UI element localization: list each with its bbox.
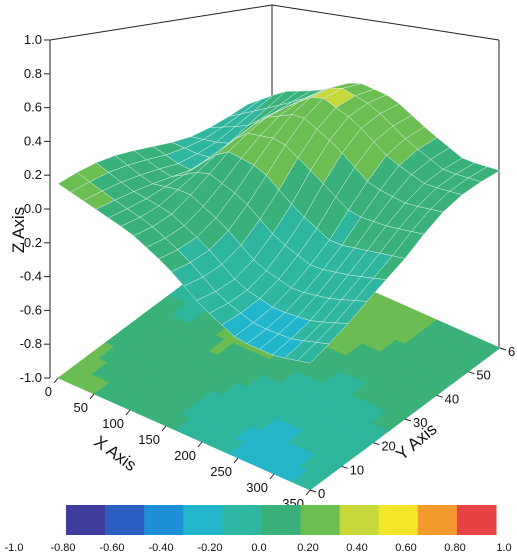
z-tick-label: 1.0 [24, 32, 42, 47]
z-tick-label: -0.2 [20, 235, 42, 250]
y-tick-mark [341, 465, 348, 469]
z-tick-label: 0.8 [24, 66, 42, 81]
colorbar-tick-label: 0.60 [395, 542, 416, 554]
x-tick-mark [161, 425, 167, 432]
colorbar-tick-label: -1.0 [5, 542, 24, 554]
surface-mesh [57, 82, 501, 364]
x-tick-mark [53, 377, 59, 384]
x-tick-label: 200 [174, 448, 196, 463]
z-tick-label: -0.8 [20, 336, 42, 351]
colorbar-segment [456, 505, 497, 535]
z-tick-label: 0.0 [24, 201, 42, 216]
surface-patch [296, 342, 330, 364]
colorbar-tick-label: 0.20 [297, 542, 318, 554]
colorbar-segment [300, 505, 341, 535]
x-tick-mark [89, 393, 95, 400]
y-tick-label: 0 [318, 486, 325, 501]
y-tick-label: 50 [476, 368, 490, 383]
y-tick-label: 6 [508, 344, 515, 359]
colorbar-tick-label: -0.60 [99, 542, 124, 554]
x-tick-label: 100 [102, 416, 124, 431]
y-tick-mark [404, 418, 412, 422]
y-tick-mark [436, 394, 443, 398]
z-tick-label: -0.6 [20, 302, 42, 317]
y-tick-mark [309, 489, 317, 493]
colorbar-segment [378, 505, 419, 535]
y-axis-ticks: 0 10 20 30 40 50 6 [309, 344, 515, 501]
y-tick-mark [373, 442, 380, 446]
y-tick-label: 20 [381, 439, 395, 454]
colorbar-tick-label: 0.0 [251, 542, 266, 554]
z-tick-label: 0.4 [24, 133, 42, 148]
z-tick-label: 0.6 [24, 100, 42, 115]
x-tick-mark [197, 441, 203, 448]
y-tick-label: 40 [445, 391, 459, 406]
colorbar-tick-label: -0.40 [148, 542, 173, 554]
colorbar [66, 505, 497, 535]
z-axis-title: Z Axis [9, 207, 28, 253]
colorbar-tick-label: 0.40 [346, 542, 367, 554]
z-axis-ticks: -1.0 -0.8 -0.6 -0.4 -0.2 0.0 0.2 0.4 0.6 0.8 1.0 [20, 32, 50, 385]
colorbar-tick-label: 1.0 [496, 542, 511, 554]
x-tick-mark [305, 489, 311, 496]
x-tick-mark [233, 457, 239, 464]
colorbar-segment [144, 505, 184, 535]
z-tick-label: -1.0 [20, 370, 42, 385]
x-tick-label: 300 [246, 480, 268, 495]
colorbar-segment [417, 505, 458, 535]
x-tick-label: 150 [138, 432, 160, 447]
colorbar-ticks: -1.0 -0.80 -0.60 -0.40 -0.20 0.0 0.20 0.40 0.60 0… [5, 542, 512, 554]
x-tick-mark [125, 409, 131, 416]
y-tick-label: 10 [350, 462, 364, 477]
frame-right-top-edge [271, 4, 500, 41]
x-tick-label: 50 [74, 400, 88, 415]
colorbar-segment [105, 505, 145, 535]
z-tick-label: -0.4 [20, 269, 42, 284]
x-axis-title: X Axis [91, 432, 140, 475]
colorbar-segment [339, 505, 380, 535]
colorbar-segment [222, 505, 262, 535]
x-tick-mark [269, 473, 275, 480]
colorbar-tick-label: -0.20 [197, 542, 222, 554]
colorbar-segment [183, 505, 223, 535]
colorbar-segment [261, 505, 302, 535]
colorbar-segment [66, 505, 106, 535]
z-tick-label: 0.2 [24, 167, 42, 182]
frame-back-top-edge [49, 4, 273, 41]
x-tick-label: 250 [210, 464, 232, 479]
colorbar-tick-label: -0.80 [50, 542, 75, 554]
y-tick-mark [499, 347, 507, 351]
y-tick-label: 30 [413, 415, 427, 430]
x-tick-label: 0 [45, 384, 52, 399]
colorbar-tick-label: 0.80 [444, 542, 465, 554]
y-tick-mark [468, 371, 475, 375]
